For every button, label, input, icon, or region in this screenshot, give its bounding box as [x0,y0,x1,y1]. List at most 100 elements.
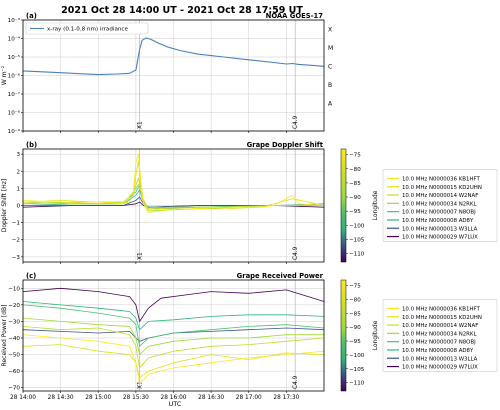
legend-entry: 10.0 MHz N0000015 KD2UHN [402,315,482,321]
colorbar-tick-label: −75 [349,284,361,290]
power-series-line [22,344,325,379]
colorbar-label: Longitude [372,320,379,350]
event-marker-label: X1 [137,381,143,389]
y-tick-label: −50 [8,353,20,359]
legend-entry: 10.0 MHz N0000008 AD8Y [402,218,474,224]
y-tick-label: 3 [16,152,20,158]
doppler-series-line [22,160,325,213]
y-axis-label: W m⁻² [1,65,8,85]
legend-entry: 10.0 MHz N0000034 N2RKL [402,331,476,337]
power-series-line [22,326,325,369]
x-tick-label: 28 17:00 [236,395,262,401]
y-tick-label: 10⁻⁸ [8,110,21,117]
colorbar-tick-label: −90 [349,195,361,201]
flare-class-label: B [328,82,332,89]
y-tick-label: −60 [8,369,20,375]
legend [25,22,149,35]
y-tick-label: 10⁻⁶ [8,73,21,80]
colorbar-tick-label: −90 [349,325,361,331]
y-tick-label: −20 [8,303,20,309]
colorbar-tick-label: −105 [349,367,365,373]
power-series-line [22,304,325,347]
legend-entry: 10.0 MHz N0000036 KB1HFT [402,306,480,312]
panel-c-power: −70 −60 −50 −40 −30 −20 −10 X1 C4.9 (c) Grape Rece… [1,272,498,393]
legend-entry: 10.0 MHz N0000029 W7LUX [402,365,478,371]
panel-label: (a) [26,12,37,20]
legend-entry: 10.0 MHz N0000015 KD2UHN [402,185,482,191]
y-tick-label: −2 [12,238,20,244]
legend [382,169,498,243]
legend-entry: 10.0 MHz N0000036 KB1HFT [402,176,480,182]
x-tick-label: 28 15:00 [85,395,111,401]
legend-entry: 10.0 MHz N0000029 W7LUX [402,235,478,241]
x-tick-label: 28 16:30 [198,395,224,401]
y-tick-label: −70 [8,386,20,392]
x-axis-label: UTC [169,400,182,408]
event-marker-label: X1 [137,121,143,129]
legend-entry: 10.0 MHz N0000013 W3LLA [402,226,478,232]
colorbar-tick-label: −100 [349,353,365,359]
legend-entry: 10.0 MHz N0000014 W2NAF [402,193,478,199]
colorbar-tick-label: −80 [349,297,361,303]
y-tick-label: 2 [16,169,20,175]
colorbar-tick-label: −85 [349,311,361,317]
legend-entry: 10.0 MHz N0000013 W3LLA [402,356,478,362]
plot-frame [22,148,325,263]
flare-class-label: C [328,63,332,70]
y-tick-label: 10⁻⁵ [8,54,20,61]
colorbar-tick-label: −105 [349,237,365,243]
plot-frame [22,19,325,132]
legend-entry: x-ray (0.1-0.8 nm) irradiance [47,27,129,33]
x-tick-label: 28 14:30 [48,395,74,401]
colorbar [340,148,347,263]
colorbar-tick-label: −95 [349,209,361,215]
colorbar-tick-label: −100 [349,223,365,229]
event-marker-label: C4.9 [293,375,299,389]
panel-title: NOAA GOES-17 [266,12,324,20]
plot-frame [22,279,325,392]
y-tick-label: 10⁻³ [8,17,20,24]
y-tick-label: −40 [8,336,20,342]
x-tick-label: 28 15:30 [123,395,149,401]
power-series-line [22,301,325,331]
legend-entry: 10.0 MHz N0000007 N8OBJ [402,340,476,346]
flare-class-label: X [328,26,332,33]
colorbar-tick-label: −80 [349,167,361,173]
colorbar-tick-label: −75 [349,153,361,159]
panel-a-xray: 10⁻⁹ 10⁻⁸ 10⁻⁷ 10⁻⁶ 10⁻⁵ 10⁻⁴ 10⁻³ X1 C4.9 (a) NOA… [1,12,333,135]
y-axis-label: Doppler Shift [Hz] [1,179,8,233]
legend [382,298,498,372]
y-tick-label: 0 [16,204,20,210]
y-tick-label: 10⁻⁷ [8,91,20,98]
y-tick-label: 1 [16,186,20,192]
flare-class-label: A [328,100,333,107]
x-tick-label: 28 14:00 [10,395,36,401]
x-tick-label: 28 16:00 [161,395,187,401]
colorbar-tick-label: −85 [349,181,361,187]
doppler-series-line [23,196,324,208]
colorbar-tick-label: −110 [349,252,365,258]
event-marker-label: X1 [137,252,143,260]
event-marker-label: C4.9 [293,115,299,129]
colorbar-tick-label: −95 [349,339,361,345]
figure-title: 2021 Oct 28 14:00 UT - 2021 Oct 28 17:59… [61,5,303,16]
colorbar-label: Longitude [372,190,379,220]
y-tick-label: −10 [8,286,20,292]
y-axis-label: Received Power [dB] [1,305,8,367]
legend-entry: 10.0 MHz N0000014 W2NAF [402,323,478,329]
colorbar-tick-label: −110 [349,381,365,387]
panel-b-doppler: −3 −2 −1 0 1 2 3 X1 C4.9 (b) Grape Doppler Shift Do… [1,141,498,264]
power-series-line [22,317,324,356]
x-tick-label: 28 17:30 [273,395,299,401]
flare-class-label: M [328,45,333,52]
doppler-series-line [22,153,325,212]
y-tick-label: −3 [12,255,21,261]
y-tick-label: 10⁻⁴ [8,36,21,43]
panel-title: Grape Doppler Shift [247,141,324,149]
panel-label: (b) [26,141,37,149]
power-series-line [22,327,325,342]
colorbar [340,279,347,392]
legend-entry: 10.0 MHz N0000034 N2RKL [402,201,476,207]
power-series-line [22,334,325,385]
